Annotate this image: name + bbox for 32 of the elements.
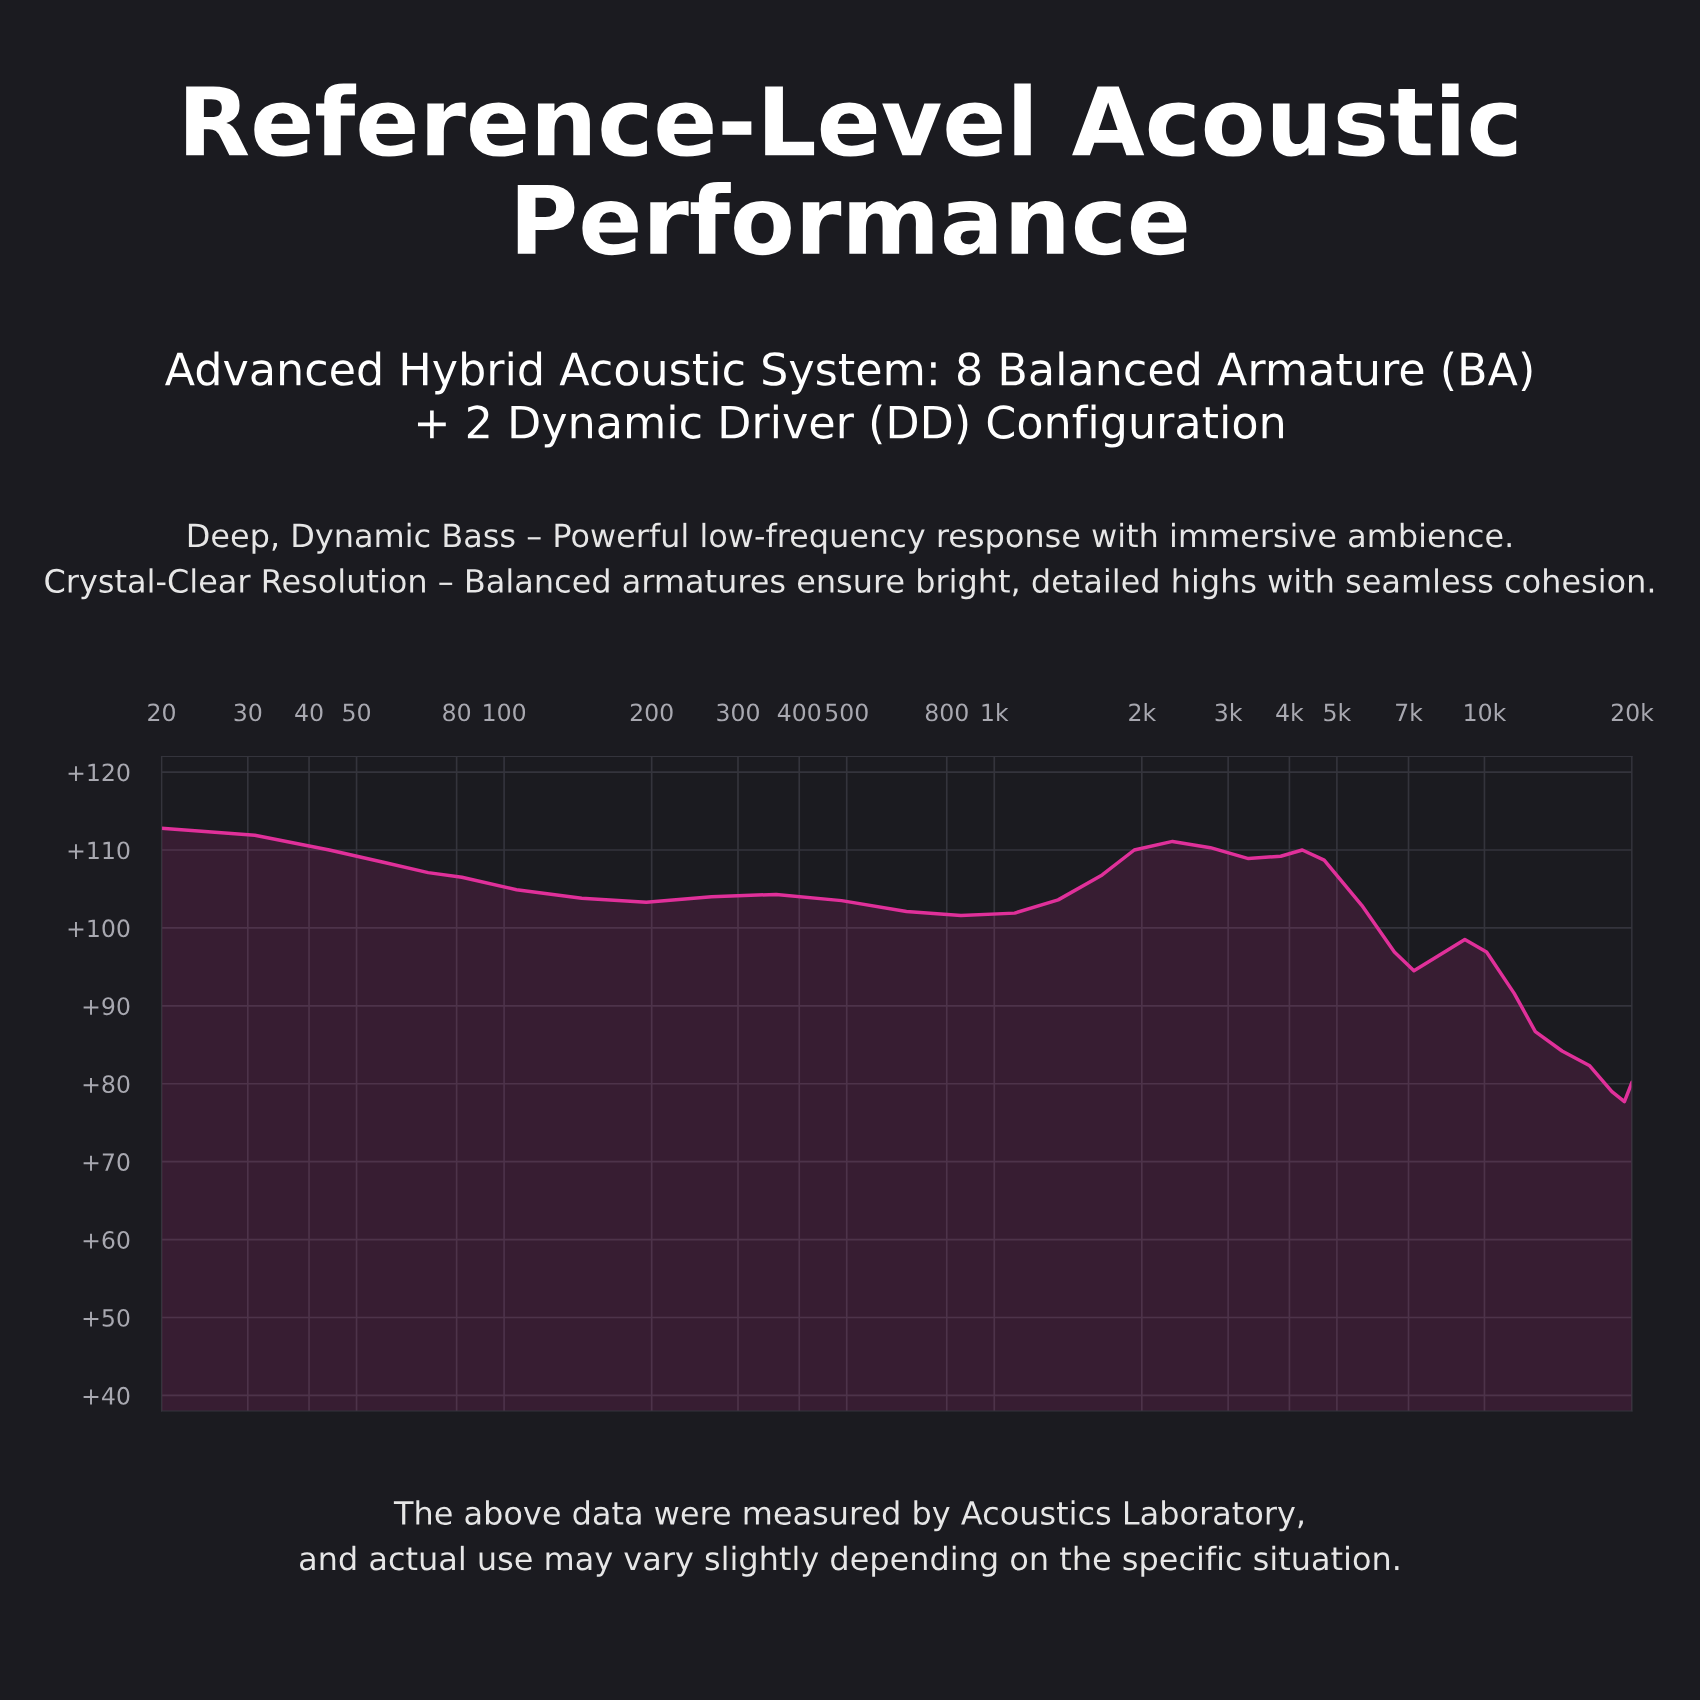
x-tick-label: 20k: [1611, 703, 1654, 722]
x-tick-label: 300: [717, 703, 759, 722]
y-tick-label: +60: [83, 1231, 130, 1249]
y-tick-label: +90: [83, 997, 130, 1016]
chart-title: Reference-Level Acoustic Performance: [186, 83, 1517, 256]
x-tick-label: 7k: [1396, 703, 1423, 722]
x-tick-label: 10k: [1465, 703, 1507, 722]
x-tick-label: 100: [484, 703, 526, 722]
x-tick-label: 800: [925, 703, 968, 722]
x-tick-label: 20: [148, 703, 175, 722]
y-tick-label: +100: [68, 919, 130, 938]
x-tick-label: 80: [443, 703, 471, 722]
x-tick-label: 40: [295, 703, 323, 722]
x-tick-label: 2k: [1129, 703, 1157, 722]
chart-subtitle: Advanced Hybrid Acoustic System: 8 Balanced Armature (BA) + 2 Dynamic Driver (DD) Configuration: [165, 351, 1532, 448]
y-tick-label: +50: [83, 1308, 130, 1327]
x-tick-label: 500: [826, 703, 868, 722]
y-tick-label: +120: [68, 763, 130, 782]
x-tick-label: 5k: [1324, 703, 1352, 722]
x-tick-label: 1k: [982, 703, 1009, 722]
x-tick-label: 3k: [1215, 703, 1243, 722]
y-tick-label: +40: [83, 1386, 130, 1405]
text: Deep, Dynamic Bass – Powerful low-frequency response with immersive ambience. Crystal-Clear Resolution – Balanced armatures ensure bright, detailed highs with seamless cohesion.: [45, 522, 1654, 600]
x-tick-label: 50: [343, 703, 371, 722]
y-tick-label: +80: [83, 1075, 130, 1094]
text: The above data were measured by Acoustics Laboratory, and actual use may vary slightly depending on the specific situation.: [300, 1500, 1399, 1577]
x-tick-label: 400: [777, 703, 821, 722]
y-tick-label: +70: [83, 1153, 130, 1171]
y-tick-label: +110: [68, 841, 130, 860]
x-tick-label: 200: [630, 703, 673, 722]
x-tick-label: 4k: [1276, 703, 1304, 722]
x-tick-label: 30: [234, 703, 262, 722]
